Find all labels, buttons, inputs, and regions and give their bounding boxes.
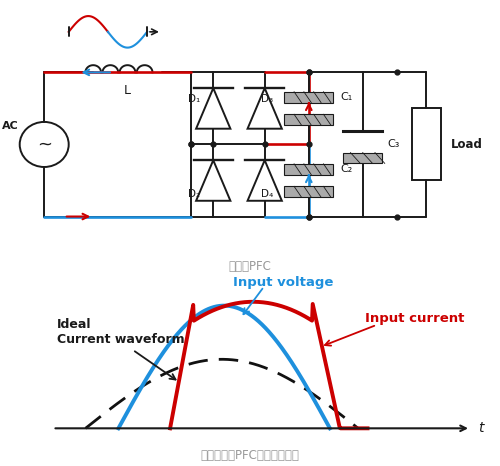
Text: 被动式PFC: 被动式PFC xyxy=(228,260,272,273)
Text: C₃: C₃ xyxy=(387,139,400,150)
Text: Input voltage: Input voltage xyxy=(232,276,333,289)
Text: D₄: D₄ xyxy=(261,189,274,199)
Bar xyxy=(284,186,334,197)
Text: Input current: Input current xyxy=(365,312,464,325)
Text: D₃: D₃ xyxy=(261,95,273,104)
Bar xyxy=(343,152,382,164)
Text: D₁: D₁ xyxy=(188,95,200,104)
Text: t: t xyxy=(478,421,484,435)
Text: D₂: D₂ xyxy=(188,189,200,199)
Text: AC: AC xyxy=(2,122,18,131)
Bar xyxy=(284,92,334,103)
Text: Ideal
Current waveform: Ideal Current waveform xyxy=(58,318,185,346)
Text: L: L xyxy=(124,84,131,97)
Bar xyxy=(284,164,334,175)
Text: C₂: C₂ xyxy=(340,164,353,174)
Bar xyxy=(284,114,334,125)
Text: ~: ~ xyxy=(36,136,52,153)
Text: Load: Load xyxy=(451,138,483,151)
Bar xyxy=(412,109,441,180)
Text: C₁: C₁ xyxy=(340,92,353,102)
Text: 使用被动式PFC后的电流波形: 使用被动式PFC后的电流波形 xyxy=(200,449,300,462)
